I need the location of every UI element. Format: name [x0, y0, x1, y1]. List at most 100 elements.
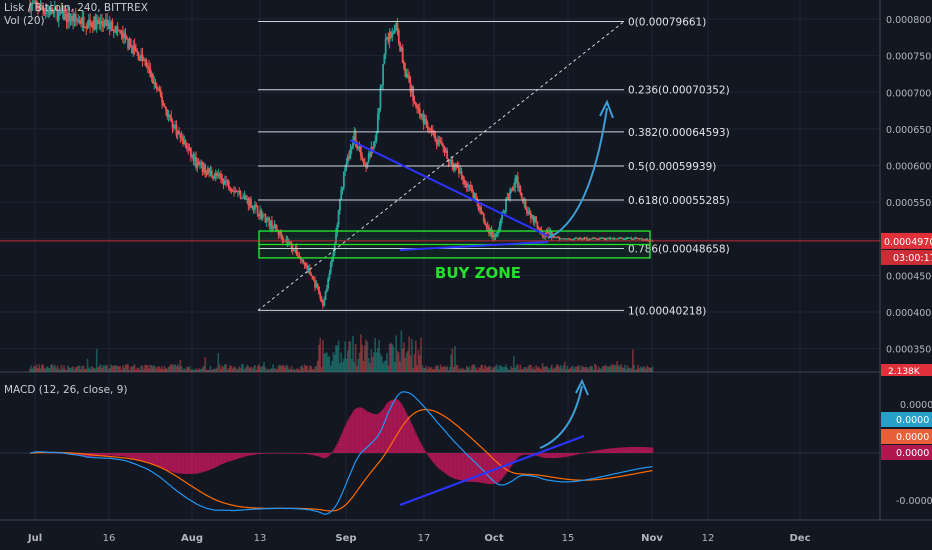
candle-body [123, 33, 126, 39]
volume-bar [188, 366, 191, 372]
macd-histogram-bar [460, 453, 463, 481]
candle-body [386, 37, 388, 39]
macd-histogram-bar [182, 453, 184, 474]
volume-bar [350, 358, 353, 372]
macd-histogram-bar [127, 453, 129, 458]
candle-body [310, 274, 313, 277]
candle-body [408, 76, 411, 83]
candle-body [163, 105, 166, 108]
macd-histogram-bar [519, 453, 522, 456]
volume-bar [179, 359, 182, 372]
volume-bar [459, 368, 462, 372]
buy-zone-label: BUY ZONE [435, 264, 521, 282]
volume-bar [125, 364, 128, 372]
macd-histogram-bar [230, 453, 233, 461]
candle-body [550, 231, 553, 237]
volume-bar [220, 368, 222, 372]
volume-bar [260, 366, 263, 372]
candle-body [480, 207, 483, 214]
macd-histogram-bar [507, 453, 510, 471]
macd-histogram-bar [53, 452, 56, 454]
volume-bar [591, 366, 594, 372]
candle-body [223, 180, 226, 185]
candle-body [518, 186, 520, 188]
macd-signal-line [30, 408, 653, 512]
volume-bar [170, 364, 173, 372]
volume-bar [183, 368, 186, 372]
candle-body [29, 4, 31, 11]
candle-body [384, 38, 387, 55]
macd-histogram-bar [608, 448, 611, 453]
macd-histogram-bar [359, 407, 362, 453]
volume-bar [88, 367, 90, 372]
volume-bar [340, 352, 343, 372]
macd-histogram-bar [104, 453, 107, 456]
macd-histogram-bar [485, 453, 488, 484]
volume-bar [365, 339, 367, 372]
macd-histogram-bar [155, 453, 158, 466]
candle-body [196, 162, 199, 168]
volume-bar [552, 369, 554, 372]
fib-level-label: 1(0.00040218) [628, 305, 706, 317]
candle-body [291, 248, 294, 252]
macd-histogram-bar [78, 453, 81, 456]
candle-body [264, 214, 267, 223]
macd-histogram-bar [633, 447, 636, 453]
candle-body [434, 136, 437, 142]
volume-bar [641, 368, 643, 372]
volume-bar [550, 364, 553, 372]
macd-histogram-bar [169, 453, 171, 472]
volume-bar [438, 369, 441, 372]
volume-bar [497, 368, 499, 372]
volume-bar [316, 360, 319, 372]
candle-body [514, 178, 517, 188]
macd-histogram-bar [274, 452, 277, 454]
volume-bar [157, 366, 159, 372]
candle-body [44, 12, 47, 14]
candle-body [127, 38, 129, 49]
candle-body [155, 85, 158, 90]
macd-histogram-bar [596, 450, 599, 453]
candle-body [84, 27, 86, 29]
volume-bar [328, 355, 331, 372]
volume-bar [424, 368, 426, 372]
volume-bar [407, 350, 409, 372]
candle-body [430, 129, 433, 131]
volume-bar [616, 361, 618, 372]
macd-histogram-bar [259, 453, 262, 454]
candle-body [203, 164, 205, 172]
candle-body [465, 183, 468, 187]
macd-histogram-bar [617, 447, 620, 453]
candle-body [362, 158, 365, 163]
candle-body [294, 247, 297, 251]
volume-bar [182, 369, 184, 372]
volume-bar [255, 369, 258, 372]
macd-histogram-bar [522, 453, 524, 455]
candle-body [492, 234, 494, 238]
volume-bar [312, 369, 315, 372]
macd-histogram-bar [214, 453, 217, 468]
macd-histogram-bar [171, 453, 174, 473]
time-tick-label: 16 [103, 533, 116, 544]
candle-body [65, 13, 68, 22]
volume-bar [511, 367, 514, 372]
macd-value-tag [881, 445, 932, 460]
volume-bar [460, 369, 463, 372]
volume-bar [214, 368, 217, 372]
volume-bar [35, 364, 38, 372]
volume-bar [84, 369, 86, 372]
macd-histogram-bar [261, 453, 264, 454]
volume-bar [40, 364, 43, 372]
volume-bar [216, 367, 218, 372]
volume-bar [375, 352, 378, 372]
candle-body [421, 114, 424, 117]
volume-bar [341, 362, 344, 372]
volume-bar [118, 366, 120, 372]
candle-body [626, 237, 629, 239]
trendlines [349, 139, 549, 251]
candle-body [99, 21, 102, 24]
time-tick-label: 15 [562, 533, 575, 544]
macd-histogram-bar [388, 401, 391, 453]
candle-body [527, 211, 530, 214]
